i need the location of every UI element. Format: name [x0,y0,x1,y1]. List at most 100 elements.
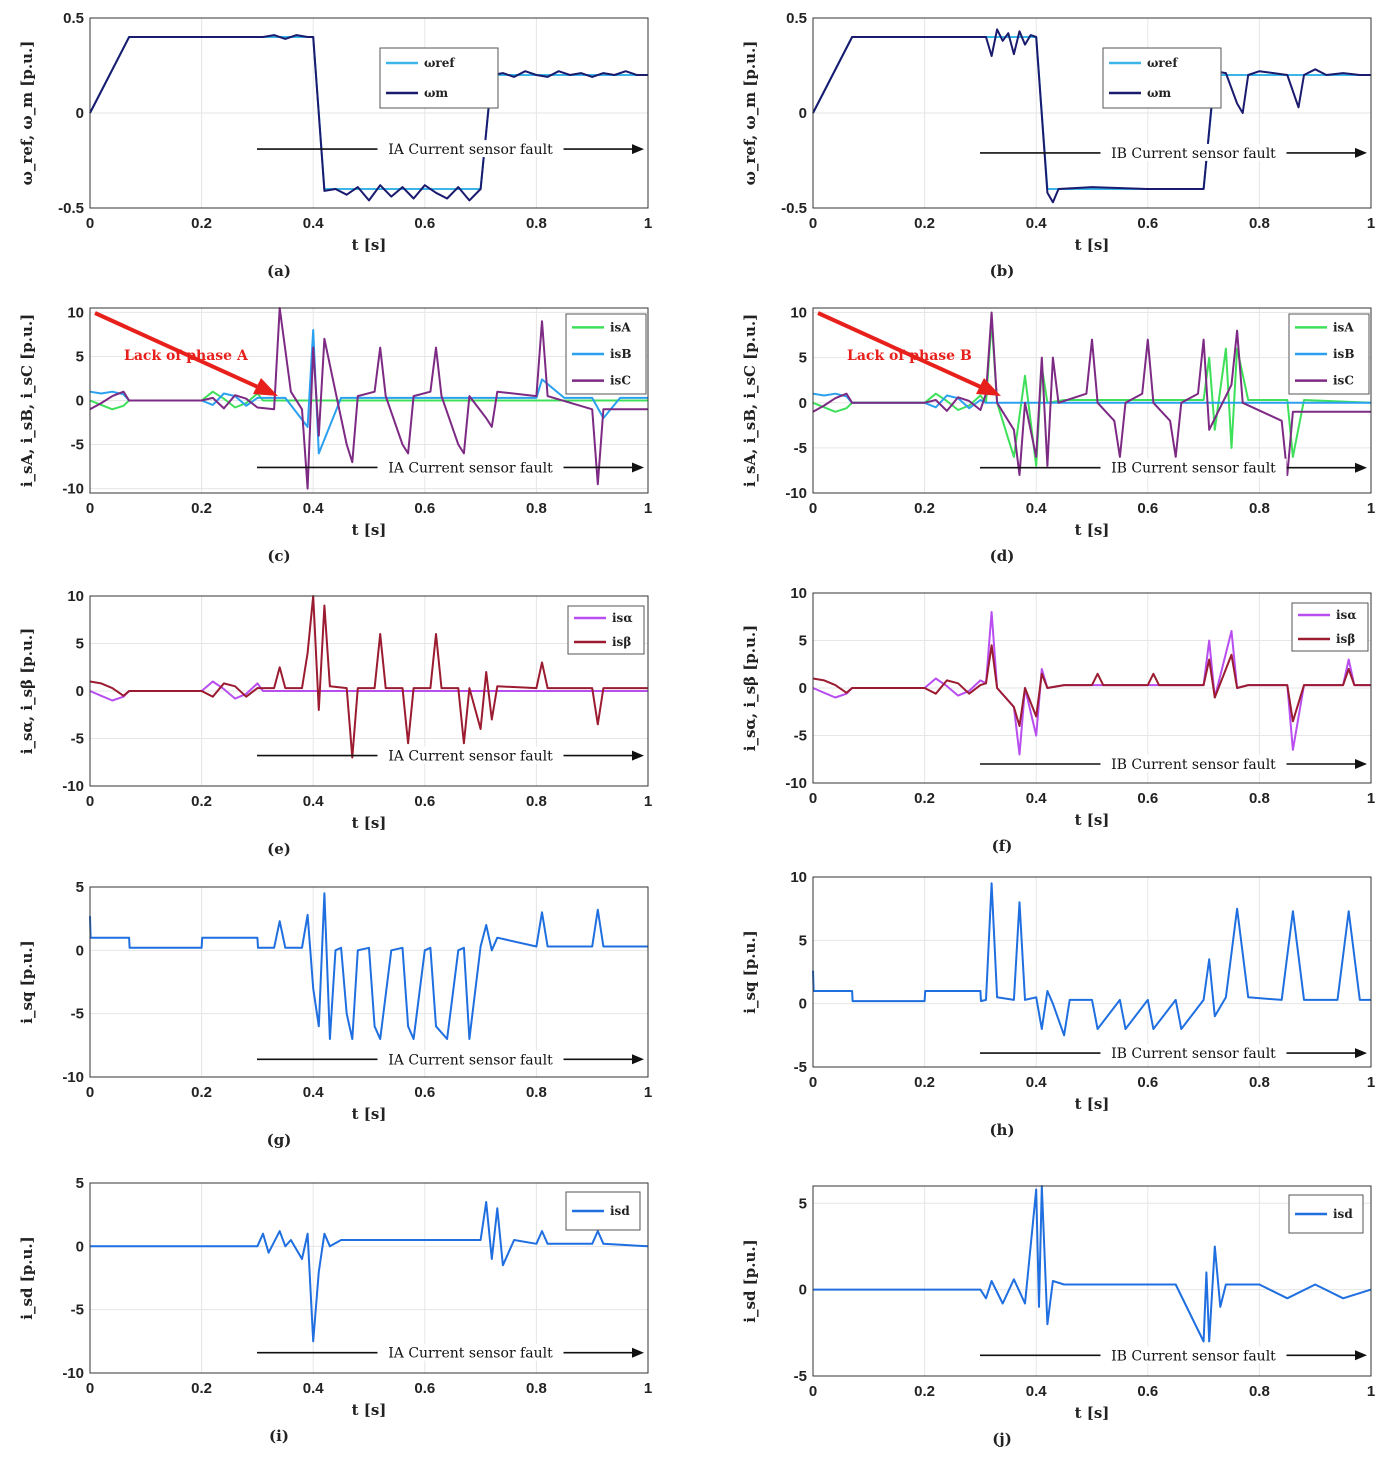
series-line-isβ [812,644,1371,727]
fault-label-bg [1100,755,1287,772]
y-tick-label: 5 [76,636,84,653]
x-tick-label: 0.8 [526,1380,547,1397]
x-tick-label: 0.6 [1137,215,1158,232]
fault-label-bg [1100,1044,1287,1062]
x-tick-label: 1 [644,1380,652,1397]
x-tick-label: 1 [644,793,652,810]
x-tick-label: 0.2 [914,1074,935,1091]
y-tick-label: 0.5 [786,10,807,27]
x-tick-label: 1 [644,1084,652,1101]
x-tick-label: 0 [809,1074,817,1091]
x-tick-label: 0 [86,1084,94,1101]
panel-caption: (j) [992,1430,1012,1448]
plot-frame [812,592,1372,784]
y-tick-label: 0.5 [63,10,84,27]
legend-label: isA [1333,320,1354,334]
legend-label: ωref [1147,56,1178,70]
legend-label: isd [1333,1207,1353,1221]
x-axis-label: t [s] [1075,811,1110,829]
fault-label: IA Current sensor fault [388,1346,553,1362]
series-line-isq [89,892,648,1040]
series-line-ωm [89,34,648,202]
x-tick-label: 1 [1367,1383,1375,1400]
y-tick-label: 5 [799,350,807,367]
y-tick-label: 0 [799,1282,807,1299]
y-axis-label: i_sq [p.u.] [18,940,36,1023]
fault-label-bg [377,140,564,158]
fault-label-bg [1100,1346,1287,1364]
x-tick-label: 0.2 [191,793,212,810]
legend-box [567,605,645,655]
x-tick-label: 1 [1367,790,1375,807]
fault-arrow-head [632,462,644,473]
x-axis-label: t [s] [352,1105,387,1123]
y-tick-label: 5 [799,1195,807,1212]
panel-caption: (b) [990,262,1015,280]
x-tick-label: 0.4 [303,1380,325,1397]
fault-label: IB Current sensor fault [1111,461,1276,477]
fault-arrow-head [1355,147,1367,158]
fault-label: IB Current sensor fault [1111,1046,1276,1062]
x-tick-label: 0.4 [303,500,325,517]
y-axis-label: i_sd [p.u.] [741,1239,759,1322]
x-axis-label: t [s] [1075,1095,1110,1113]
y-tick-label: 5 [799,932,807,949]
plot-frame [812,307,1372,494]
legend-label: isα [1336,608,1357,622]
y-tick-label: 0 [76,393,84,410]
legend-label: isB [610,347,631,361]
plot-frame [812,17,1372,209]
legend-label: isC [610,374,631,388]
series-line-isβ [89,595,648,759]
x-axis-label: t [s] [1075,236,1110,254]
y-tick-label: 10 [790,305,807,322]
x-tick-label: 0.8 [1249,790,1270,807]
x-tick-label: 0.8 [1249,215,1270,232]
annotation-arrow [817,311,984,390]
y-tick-label: 0 [799,680,807,697]
x-tick-label: 0.4 [1026,1383,1048,1400]
x-tick-label: 0 [86,793,94,810]
panel-caption: (d) [990,547,1015,565]
fault-arrow-head [632,750,644,761]
panel-caption: (h) [989,1121,1014,1139]
series-line-ωm [812,28,1371,204]
panel-f: 0 0.2 0.4 0.6 0.8 1 -10 -5 0 5 10 t [s] i_sα, i_sβ [… [741,585,1375,855]
fault-arrow-head [632,1347,644,1358]
y-tick-label: 0 [799,996,807,1013]
fault-arrow-head [632,1054,644,1065]
panel-b: 0 0.2 0.4 0.6 0.8 1-0.500.5t [s]ω_ref, ω_m [p… [741,10,1375,280]
x-tick-label: 0.2 [191,1380,212,1397]
y-tick-label: -5 [794,440,807,457]
legend-label: isA [610,320,631,334]
y-axis-label: ω_ref, ω_m [p.u.] [18,41,36,186]
x-tick-label: 0.4 [303,1084,325,1101]
y-tick-label: 5 [799,633,807,650]
plot-frame [812,876,1372,1068]
x-tick-label: 0.6 [1137,790,1158,807]
legend-label: isα [612,611,633,625]
x-axis-label: t [s] [1075,1404,1110,1422]
y-tick-label: 0 [76,683,84,700]
y-axis-label: i_sA, i_sB, i_sC [p.u.] [18,314,36,487]
x-tick-label: 0.8 [1249,500,1270,517]
fault-label-bg [1100,143,1287,161]
x-tick-label: 1 [644,215,652,232]
fault-label: IB Current sensor fault [1111,1348,1276,1364]
legend-label: isβ [1336,632,1355,646]
series-line-isA [812,320,1372,467]
fault-arrow-head [1355,759,1367,769]
y-axis-label: i_sα, i_sβ [p.u.] [18,628,36,755]
y-tick-label: -10 [785,775,807,792]
legend-label: ωm [424,86,448,100]
panel-i: 0 0.2 0.4 0.6 0.8 1 -10 -5 0 5 t [s] i_sd [p.u.] (i)… [18,1175,652,1445]
fault-label: IB Current sensor fault [1111,146,1276,162]
fault-label-bg [377,1050,564,1068]
x-tick-label: 0.2 [191,500,212,517]
y-tick-label: 10 [790,869,807,886]
y-axis-label: i_sA, i_sB, i_sC [p.u.] [741,314,759,487]
x-tick-label: 0.6 [1137,1074,1158,1091]
y-tick-label: 5 [76,348,84,365]
y-tick-label: 0 [76,942,84,959]
